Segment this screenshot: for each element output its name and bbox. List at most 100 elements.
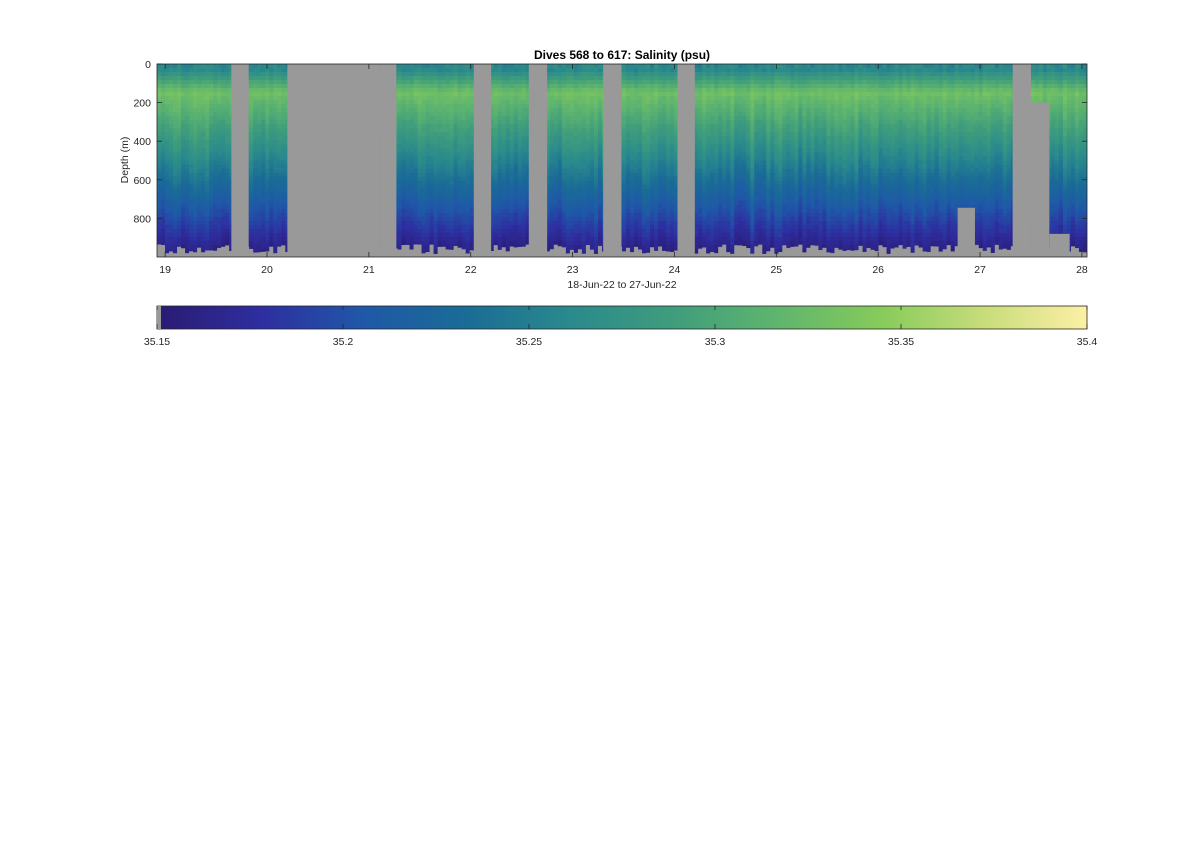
- heatmap-cell: [453, 76, 459, 81]
- heatmap-cell: [165, 140, 170, 145]
- heatmap-cell: [205, 64, 210, 69]
- bottom-missing-cell: [213, 250, 218, 257]
- heatmap-cell: [209, 96, 214, 101]
- heatmap-cell: [441, 244, 447, 248]
- heatmap-cell: [525, 192, 531, 198]
- heatmap-cell: [261, 236, 266, 242]
- heatmap-cell: [173, 152, 178, 157]
- heatmap-cell: [421, 128, 427, 133]
- heatmap-cell: [257, 232, 262, 238]
- heatmap-cell: [217, 176, 222, 181]
- heatmap-cell: [441, 136, 447, 141]
- heatmap-cell: [549, 160, 555, 165]
- heatmap-cell: [549, 128, 555, 133]
- heatmap-cell: [437, 216, 443, 222]
- heatmap-cell: [261, 132, 266, 137]
- heatmap-cell: [409, 108, 415, 113]
- heatmap-cell: [201, 240, 206, 246]
- heatmap-cell: [205, 160, 210, 165]
- heatmap-cell: [425, 88, 431, 93]
- heatmap-cell: [509, 164, 515, 169]
- heatmap-cell: [217, 96, 222, 101]
- heatmap-cell: [505, 236, 511, 242]
- heatmap-cell: [169, 140, 174, 145]
- heatmap-cell: [413, 100, 419, 105]
- heatmap-cell: [205, 240, 210, 246]
- heatmap-cell: [209, 244, 214, 250]
- heatmap-cell: [397, 84, 403, 89]
- heatmap-cell: [521, 192, 527, 198]
- heatmap-cell: [565, 172, 571, 177]
- heatmap-cell: [553, 180, 559, 186]
- heatmap-cell: [469, 132, 475, 137]
- heatmap-cell: [217, 212, 222, 218]
- heatmap-cell: [209, 192, 214, 198]
- heatmap-cell: [189, 84, 194, 89]
- heatmap-cell: [221, 200, 226, 206]
- heatmap-cell: [545, 72, 551, 77]
- heatmap-cell: [509, 116, 515, 121]
- heatmap-cell: [249, 124, 254, 129]
- heatmap-cell: [449, 180, 455, 186]
- heatmap-cell: [445, 236, 451, 242]
- heatmap-cell: [441, 72, 447, 77]
- heatmap-cell: [165, 124, 170, 129]
- bottom-missing-cell: [489, 251, 495, 257]
- heatmap-cell: [509, 124, 515, 129]
- heatmap-cell: [549, 132, 555, 137]
- heatmap-cell: [497, 136, 503, 141]
- heatmap-cell: [561, 216, 567, 222]
- heatmap-cell: [553, 96, 559, 101]
- heatmap-cell: [469, 216, 475, 222]
- heatmap-cell: [441, 96, 447, 101]
- heatmap-cell: [465, 200, 471, 206]
- heatmap-cell: [221, 240, 226, 246]
- heatmap-cell: [465, 164, 471, 169]
- heatmap-cell: [525, 228, 531, 234]
- heatmap-cell: [197, 176, 202, 181]
- heatmap-cell: [249, 216, 254, 222]
- heatmap-cell: [549, 184, 555, 190]
- heatmap-cell: [417, 100, 423, 105]
- heatmap-cell: [181, 244, 186, 249]
- heatmap-cell: [517, 244, 523, 248]
- heatmap-cell: [177, 132, 182, 137]
- heatmap-cell: [169, 164, 174, 169]
- heatmap-cell: [565, 232, 571, 238]
- heatmap-cell: [449, 248, 455, 251]
- heatmap-cell: [521, 84, 527, 89]
- heatmap-cell: [557, 164, 563, 169]
- heatmap-cell: [405, 92, 411, 97]
- heatmap-cell: [573, 132, 579, 137]
- heatmap-cell: [553, 128, 559, 133]
- heatmap-cell: [189, 120, 194, 125]
- heatmap-cell: [185, 224, 190, 230]
- heatmap-cell: [489, 120, 495, 125]
- heatmap-cell: [209, 152, 214, 157]
- heatmap-cell: [569, 228, 575, 234]
- heatmap-cell: [421, 104, 427, 109]
- heatmap-cell: [205, 156, 210, 161]
- heatmap-cell: [249, 188, 254, 194]
- heatmap-cell: [417, 108, 423, 113]
- heatmap-cell: [161, 144, 166, 149]
- heatmap-cell: [421, 204, 427, 210]
- heatmap-cell: [277, 104, 282, 109]
- heatmap-cell: [405, 192, 411, 198]
- heatmap-cell: [201, 64, 206, 69]
- heatmap-cell: [401, 156, 407, 161]
- heatmap-cell: [513, 152, 519, 157]
- heatmap-cell: [505, 72, 511, 77]
- heatmap-cell: [513, 128, 519, 133]
- heatmap-cell: [413, 172, 419, 177]
- heatmap-cell: [501, 200, 507, 206]
- heatmap-cell: [277, 68, 282, 73]
- heatmap-cell: [181, 220, 186, 226]
- heatmap-cell: [489, 184, 495, 190]
- heatmap-cell: [557, 72, 563, 77]
- heatmap-cell: [185, 168, 190, 173]
- heatmap-cell: [545, 200, 551, 206]
- heatmap-cell: [173, 68, 178, 73]
- heatmap-cell: [561, 228, 567, 234]
- heatmap-cell: [157, 116, 162, 121]
